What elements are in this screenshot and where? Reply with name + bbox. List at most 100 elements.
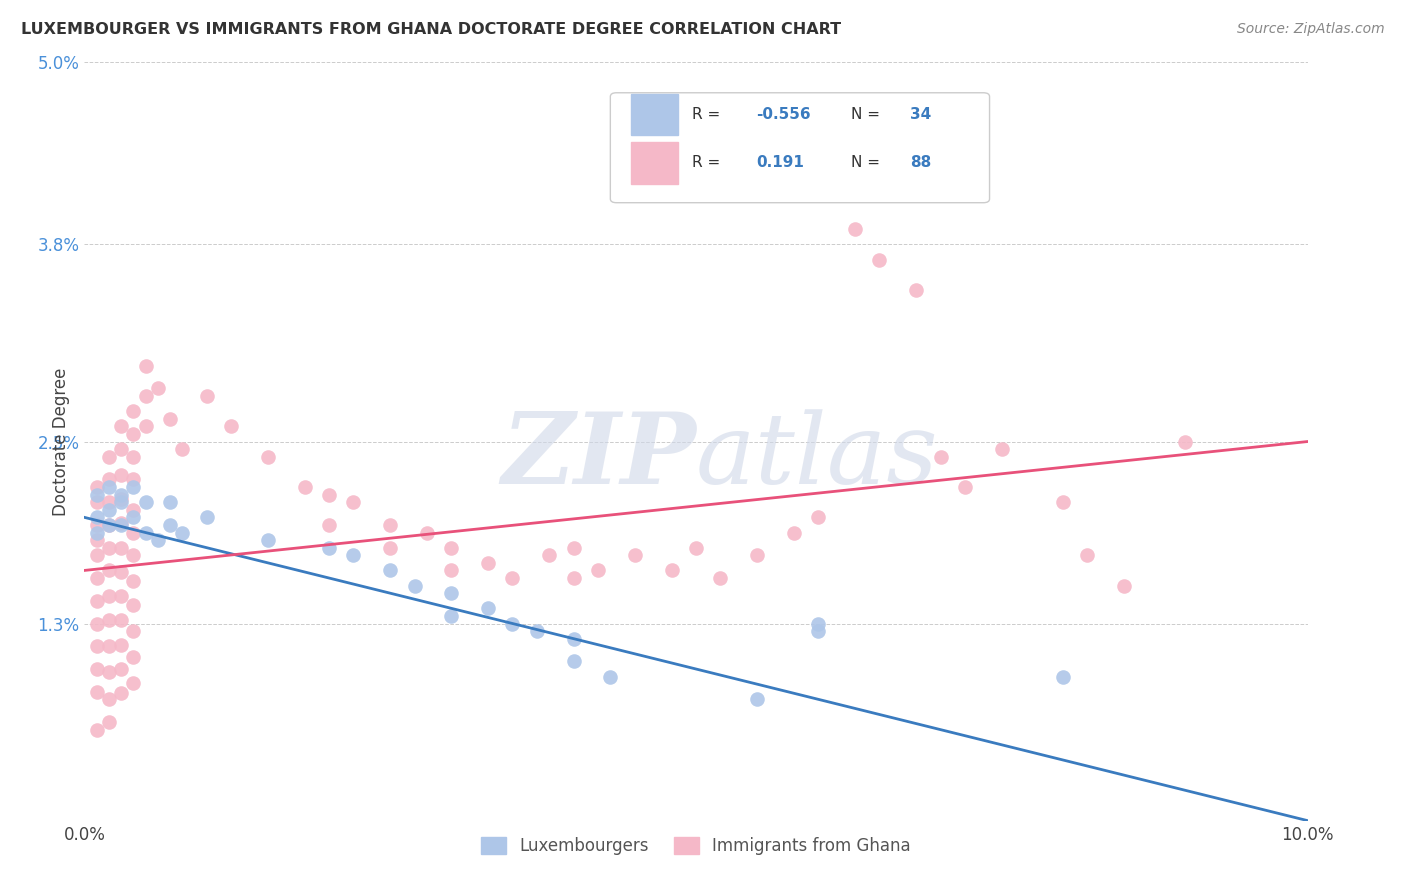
Point [122,548,145,563]
Point [440,609,463,624]
Text: N =: N = [851,107,886,122]
Point [97,517,120,532]
Point [97,503,120,517]
Point [97,665,120,679]
Point [110,686,132,700]
Point [97,715,120,730]
Point [86,488,108,502]
Point [257,533,280,548]
Point [86,525,108,540]
Text: Source: ZipAtlas.com: Source: ZipAtlas.com [1237,22,1385,37]
Point [807,616,830,631]
Text: R =: R = [692,155,725,170]
Point [86,517,108,532]
Point [159,412,181,426]
Point [342,495,364,509]
Point [97,589,120,603]
Bar [631,94,678,136]
Text: -0.556: -0.556 [756,107,810,122]
Point [122,480,145,494]
Point [1174,434,1197,449]
Point [991,442,1014,457]
Point [110,541,132,555]
Point [122,574,145,588]
Point [477,601,499,615]
Point [110,517,132,532]
Point [110,516,132,531]
Point [122,450,145,464]
Point [709,571,731,585]
Point [146,533,169,548]
Point [294,480,316,494]
Point [869,252,891,267]
Point [97,480,120,494]
Point [110,495,132,509]
Point [318,517,340,532]
Point [661,564,683,578]
Text: N =: N = [851,155,886,170]
Point [122,525,145,540]
Point [97,450,120,464]
Point [807,510,830,524]
Point [97,517,120,532]
Point [97,495,120,509]
Point [122,404,145,418]
Point [219,419,242,434]
Point [747,692,769,706]
Point [477,556,499,570]
Point [97,473,120,487]
Point [440,541,463,555]
Point [146,382,169,396]
Point [416,525,439,540]
Point [1052,669,1074,684]
Point [135,419,157,434]
Point [122,503,145,517]
Text: LUXEMBOURGER VS IMMIGRANTS FROM GHANA DOCTORATE DEGREE CORRELATION CHART: LUXEMBOURGER VS IMMIGRANTS FROM GHANA DO… [21,22,841,37]
Point [86,662,108,676]
Point [318,541,340,555]
Point [86,480,108,494]
Text: 34: 34 [910,107,931,122]
Text: R =: R = [692,107,725,122]
Point [440,564,463,578]
Point [1114,579,1136,593]
Legend: Luxembourgers, Immigrants from Ghana: Luxembourgers, Immigrants from Ghana [474,830,918,862]
Point [502,571,524,585]
Point [122,427,145,442]
Point [562,541,585,555]
Point [685,541,707,555]
Point [172,525,194,540]
Point [97,541,120,555]
Point [122,649,145,664]
Point [110,565,132,579]
Point [807,624,830,639]
Point [953,480,976,494]
Text: ZIP: ZIP [501,409,696,505]
Y-axis label: Doctorate Degree: Doctorate Degree [52,368,70,516]
Point [86,533,108,548]
Point [929,450,952,464]
Point [586,564,609,578]
Bar [631,142,678,184]
Point [135,495,157,509]
Point [86,639,108,653]
Point [86,510,108,524]
Point [172,442,194,457]
Point [86,594,108,608]
Point [624,548,647,563]
Point [86,548,108,563]
Point [599,669,621,684]
Point [122,624,145,639]
Point [135,389,157,403]
Point [110,419,132,434]
Point [404,579,426,593]
Point [905,283,928,297]
Point [122,473,145,487]
Point [502,616,524,631]
Point [783,525,806,540]
Point [747,548,769,563]
Point [159,495,181,509]
Point [844,222,866,236]
Point [97,614,120,628]
Point [257,450,280,464]
